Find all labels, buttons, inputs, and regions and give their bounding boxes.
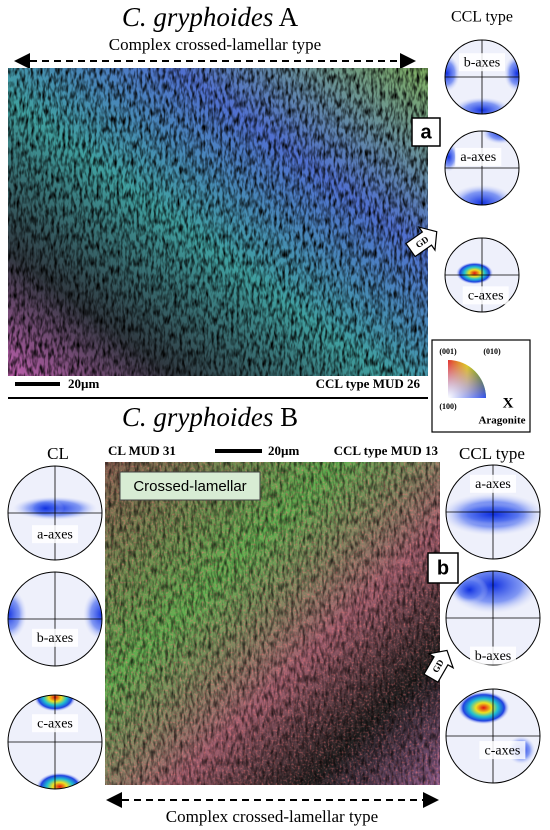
pole-label-bg <box>32 714 78 733</box>
panel-label: b <box>437 557 449 579</box>
legend-corner: (001) <box>439 347 457 356</box>
density-blob <box>8 588 27 641</box>
pole-outline <box>7 465 103 561</box>
pole-figure: c-axes <box>444 237 520 313</box>
density-blob <box>457 691 510 725</box>
density-blob <box>26 498 65 518</box>
arrow-label: Complex crossed-lamellar type <box>109 35 321 54</box>
pole-label: a-axes <box>37 527 73 542</box>
pole-label-bg <box>470 646 516 665</box>
panel-title: C. gryphoides A <box>122 2 299 32</box>
gd-arrow: GD <box>423 649 455 683</box>
pole-outline <box>445 464 541 560</box>
pole-outline <box>7 694 103 790</box>
pole-label-bg <box>455 147 502 166</box>
panel-label-box <box>411 117 441 147</box>
pole-outline <box>7 571 103 667</box>
pole-label-bg <box>479 741 526 760</box>
map-texture <box>105 462 440 785</box>
panel-label-box <box>427 552 459 584</box>
pole-figure: b-axes <box>445 570 541 666</box>
map-caption: CCL type MUD 13 <box>334 443 439 458</box>
map-caption: CL MUD 31 <box>108 443 176 458</box>
pole-label-bg <box>470 474 516 493</box>
density-blob <box>36 772 84 789</box>
density-blob <box>482 131 519 144</box>
legend-corner: (100) <box>439 402 457 411</box>
legend-corner: (010) <box>483 347 501 356</box>
pole-label: b-axes <box>37 631 74 646</box>
pole-label: c-axes <box>468 289 504 304</box>
inset-label: Crossed-lamellar <box>133 478 246 495</box>
pole-title: CCL type <box>451 9 513 26</box>
density-blob <box>504 54 519 92</box>
pole-figure: c-axes <box>445 688 541 784</box>
scale-label: 20µm <box>68 376 99 391</box>
pole-figure: b-axes <box>444 39 520 115</box>
density-blob <box>445 142 458 172</box>
pole-title: CCL type <box>459 444 525 463</box>
pole-density <box>456 262 494 285</box>
pole-label: a-axes <box>460 150 496 165</box>
legend-key-white <box>448 360 486 398</box>
pole-label: c-axes <box>485 743 521 758</box>
pole-label-bg <box>32 525 78 544</box>
inset-label-box <box>119 471 261 501</box>
pole-outline <box>445 688 541 784</box>
density-blob <box>456 262 494 285</box>
pole-figure: a-axes <box>7 465 103 561</box>
pole-label: b-axes <box>464 55 501 70</box>
legend-axis: X <box>503 395 514 411</box>
density-blob <box>445 54 460 92</box>
pole-figure: a-axes <box>445 464 541 560</box>
pole-figure: b-axes <box>7 571 103 667</box>
pole-label-bg <box>462 286 509 305</box>
pole-label-bg <box>32 628 78 647</box>
pole-outline <box>444 130 520 206</box>
map-texture <box>8 68 428 376</box>
pole-label: c-axes <box>37 716 73 731</box>
panel-title: C. gryphoides B <box>122 402 298 432</box>
panel-label: a <box>420 121 432 143</box>
pole-outline <box>445 570 541 666</box>
pole-title: CL <box>47 444 69 463</box>
map-caption: CCL type MUD 26 <box>316 376 421 391</box>
legend-mineral: Aragonite <box>478 415 525 427</box>
scale-label: 20µm <box>268 443 299 458</box>
pole-outline <box>444 39 520 115</box>
pole-figure: c-axes <box>7 694 103 790</box>
gd-arrow: GD <box>405 226 438 258</box>
pole-label-bg <box>459 53 505 72</box>
pole-label: a-axes <box>475 477 511 492</box>
pole-outline <box>444 237 520 313</box>
arrow-label: Complex crossed-lamellar type <box>166 807 378 826</box>
pole-figure: a-axes <box>444 130 520 206</box>
pole-label: b-axes <box>475 649 512 664</box>
